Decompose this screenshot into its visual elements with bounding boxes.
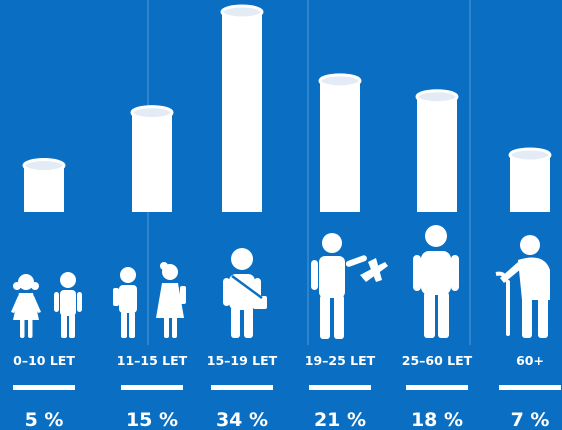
adult-man-icon: [413, 225, 459, 338]
label-underline: [121, 385, 183, 390]
category-label: 19–25 LET: [305, 353, 376, 368]
bar-body: [132, 112, 172, 212]
man-with-airplane-icon: [311, 233, 388, 339]
bar-4: [415, 89, 459, 212]
elderly-with-cane-icon: [495, 235, 550, 338]
bar-top: [508, 147, 552, 163]
bar-body: [320, 80, 360, 212]
teen-with-bag-icon: [223, 248, 267, 338]
bar-0: [22, 158, 66, 212]
bar-body: [222, 12, 262, 212]
bar-top: [220, 4, 264, 20]
label-underline: [211, 385, 273, 390]
category-label: 15–19 LET: [207, 353, 278, 368]
two-children-icon: [11, 272, 82, 338]
value-label: 7 %: [511, 409, 550, 430]
people-icons: [11, 225, 550, 339]
bar-2: [220, 4, 264, 212]
bar-top: [318, 73, 362, 89]
category-label: 11–15 LET: [117, 353, 188, 368]
bar-3: [318, 73, 362, 212]
bar-body: [510, 154, 550, 212]
value-label: 34 %: [216, 409, 268, 430]
label-underline: [406, 385, 468, 390]
bar-top: [130, 105, 174, 121]
bar-top: [415, 89, 459, 105]
bar-top: [22, 158, 66, 174]
two-schoolkids-icon: [113, 262, 186, 338]
category-labels: 0–10 LET 11–15 LET 15–19 LET 19–25 LET 25–60…: [13, 353, 544, 368]
label-underlines: [13, 385, 561, 390]
value-labels: 5 % 15 % 34 % 21 % 18 % 7 %: [25, 409, 550, 430]
category-label: 25–60 LET: [402, 353, 473, 368]
bar-1: [130, 105, 174, 212]
label-underline: [499, 385, 561, 390]
bar-body: [24, 165, 64, 212]
label-underline: [13, 385, 75, 390]
value-label: 21 %: [314, 409, 366, 430]
bar-body: [417, 96, 457, 212]
value-label: 5 %: [25, 409, 64, 430]
label-underline: [309, 385, 371, 390]
bars-group: [22, 4, 552, 212]
bar-5: [508, 147, 552, 212]
category-label: 0–10 LET: [13, 353, 75, 368]
value-label: 18 %: [411, 409, 463, 430]
value-label: 15 %: [126, 409, 178, 430]
category-label: 60+: [516, 353, 544, 368]
